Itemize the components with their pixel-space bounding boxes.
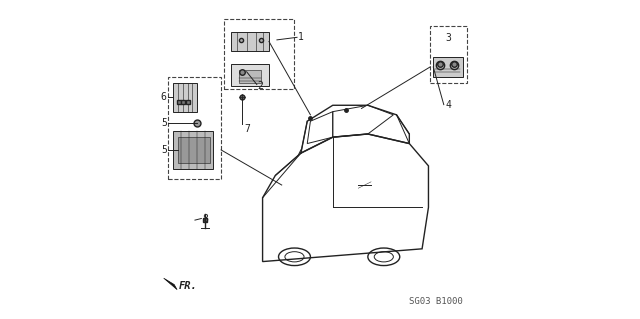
Bar [239, 70, 261, 83]
Text: FR.: FR. [179, 281, 198, 291]
Bar [430, 26, 467, 83]
Text: 6: 6 [161, 92, 166, 102]
Text: 4: 4 [445, 100, 451, 110]
Text: 5: 5 [161, 118, 166, 128]
Bar [178, 137, 210, 163]
Polygon shape [230, 32, 269, 51]
Polygon shape [173, 83, 197, 112]
Text: 8: 8 [202, 213, 208, 224]
Bar [168, 77, 221, 179]
Text: 1: 1 [298, 32, 304, 42]
Polygon shape [164, 278, 177, 290]
Bar [224, 19, 294, 89]
Text: 2: 2 [258, 81, 264, 91]
Text: SG03 B1000: SG03 B1000 [410, 297, 463, 306]
Text: 3: 3 [445, 33, 451, 43]
Text: 7: 7 [244, 124, 250, 134]
Polygon shape [230, 64, 269, 86]
Polygon shape [433, 57, 463, 77]
Polygon shape [173, 131, 213, 169]
Text: 5: 5 [161, 145, 166, 155]
